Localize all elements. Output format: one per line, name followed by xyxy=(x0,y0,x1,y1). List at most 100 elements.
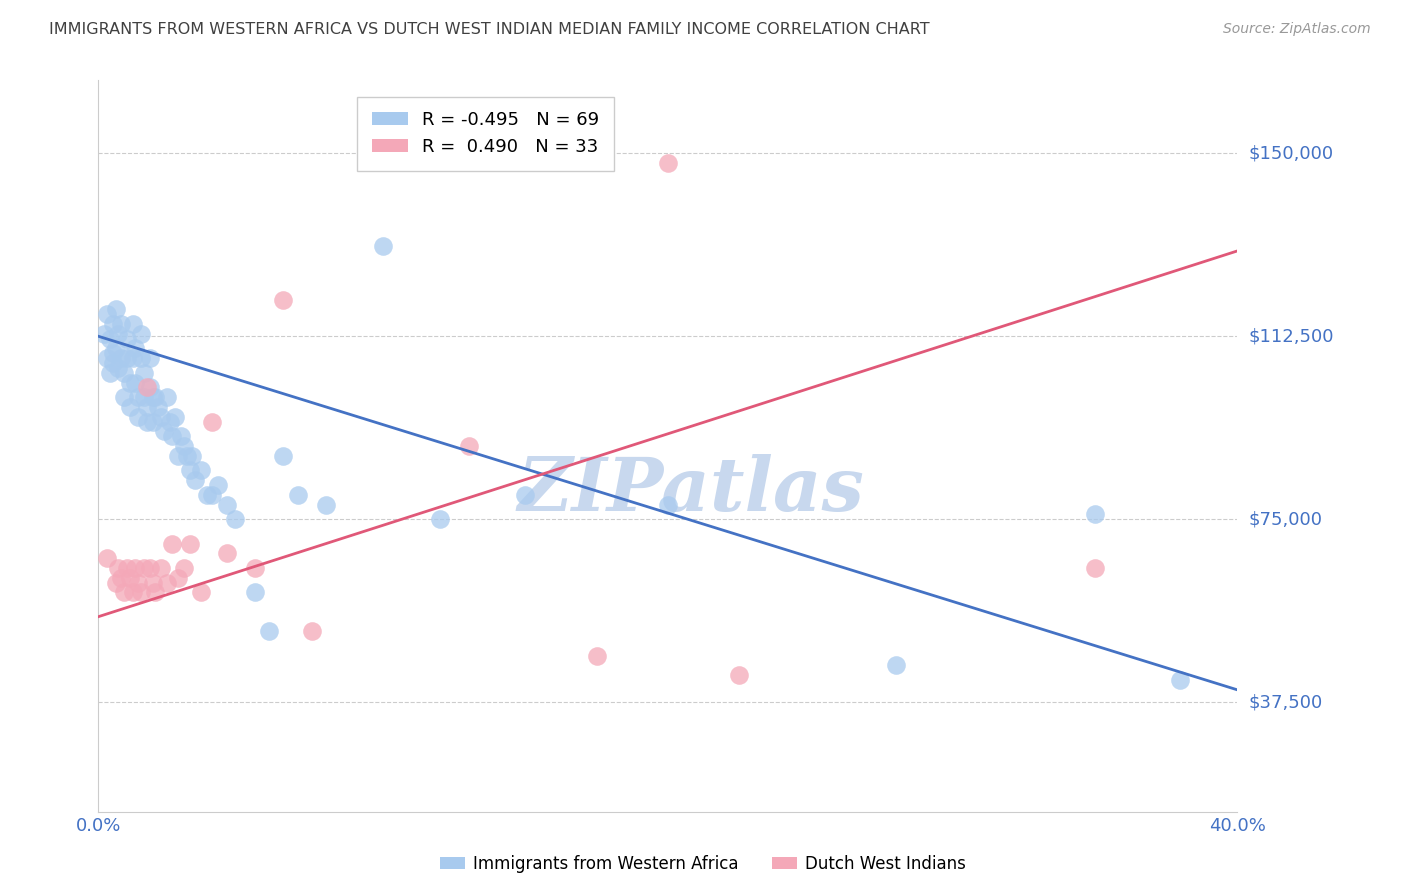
Point xyxy=(657,156,679,170)
Point xyxy=(138,561,160,575)
Point xyxy=(112,390,135,404)
Point xyxy=(98,366,121,380)
Point xyxy=(884,658,907,673)
Point xyxy=(181,449,204,463)
Point xyxy=(129,585,152,599)
Point xyxy=(101,317,124,331)
Point xyxy=(101,346,124,360)
Point xyxy=(127,390,149,404)
Point xyxy=(141,390,163,404)
Point xyxy=(135,400,157,414)
Point xyxy=(173,561,195,575)
Point xyxy=(129,351,152,366)
Point xyxy=(141,575,163,590)
Point xyxy=(170,429,193,443)
Point xyxy=(287,488,309,502)
Point xyxy=(115,351,138,366)
Point xyxy=(127,409,149,424)
Point xyxy=(124,376,146,390)
Point xyxy=(124,342,146,356)
Legend: R = -0.495   N = 69, R =  0.490   N = 33: R = -0.495 N = 69, R = 0.490 N = 33 xyxy=(357,96,614,170)
Point xyxy=(107,561,129,575)
Text: $75,000: $75,000 xyxy=(1249,510,1323,528)
Point xyxy=(104,342,127,356)
Point xyxy=(104,575,127,590)
Point xyxy=(153,425,176,439)
Point xyxy=(110,571,132,585)
Point xyxy=(201,488,224,502)
Point xyxy=(159,415,181,429)
Point xyxy=(1170,673,1192,687)
Point xyxy=(107,361,129,376)
Point xyxy=(215,546,238,560)
Text: Source: ZipAtlas.com: Source: ZipAtlas.com xyxy=(1223,22,1371,37)
Point xyxy=(145,390,167,404)
Point xyxy=(273,293,295,307)
Point xyxy=(150,561,173,575)
Text: $112,500: $112,500 xyxy=(1249,327,1334,345)
Point xyxy=(138,351,160,366)
Point xyxy=(215,498,238,512)
Point xyxy=(728,668,751,682)
Point xyxy=(135,415,157,429)
Point xyxy=(1084,508,1107,522)
Point xyxy=(207,478,229,492)
Legend: Immigrants from Western Africa, Dutch West Indians: Immigrants from Western Africa, Dutch We… xyxy=(433,848,973,880)
Point xyxy=(135,380,157,394)
Point xyxy=(129,326,152,341)
Text: IMMIGRANTS FROM WESTERN AFRICA VS DUTCH WEST INDIAN MEDIAN FAMILY INCOME CORRELA: IMMIGRANTS FROM WESTERN AFRICA VS DUTCH … xyxy=(49,22,929,37)
Point xyxy=(150,409,173,424)
Point xyxy=(243,585,266,599)
Point xyxy=(201,415,224,429)
Point xyxy=(132,390,155,404)
Point xyxy=(115,561,138,575)
Point xyxy=(156,390,179,404)
Point xyxy=(104,302,127,317)
Point xyxy=(162,536,184,550)
Point xyxy=(121,585,143,599)
Point xyxy=(93,326,115,341)
Point xyxy=(176,449,198,463)
Point xyxy=(96,307,118,321)
Point xyxy=(373,239,395,253)
Point xyxy=(515,488,537,502)
Point xyxy=(243,561,266,575)
Point xyxy=(127,575,149,590)
Point xyxy=(124,561,146,575)
Point xyxy=(110,317,132,331)
Text: ZIPatlas: ZIPatlas xyxy=(517,454,865,526)
Point xyxy=(184,473,207,487)
Point xyxy=(138,380,160,394)
Point xyxy=(118,376,141,390)
Point xyxy=(132,366,155,380)
Point xyxy=(101,356,124,370)
Point xyxy=(121,317,143,331)
Point xyxy=(259,624,281,639)
Point xyxy=(457,439,479,453)
Point xyxy=(657,498,679,512)
Point xyxy=(115,332,138,346)
Point xyxy=(315,498,337,512)
Point xyxy=(145,585,167,599)
Point xyxy=(173,439,195,453)
Point xyxy=(112,366,135,380)
Point xyxy=(224,512,246,526)
Point xyxy=(96,551,118,566)
Point xyxy=(98,332,121,346)
Point xyxy=(112,585,135,599)
Point xyxy=(121,351,143,366)
Point xyxy=(118,400,141,414)
Point xyxy=(190,585,212,599)
Point xyxy=(585,648,607,663)
Point xyxy=(141,415,163,429)
Point xyxy=(148,400,170,414)
Point xyxy=(179,536,201,550)
Point xyxy=(156,575,179,590)
Point xyxy=(190,463,212,477)
Text: $150,000: $150,000 xyxy=(1249,145,1333,162)
Point xyxy=(195,488,218,502)
Text: $37,500: $37,500 xyxy=(1249,693,1323,711)
Point xyxy=(162,429,184,443)
Point xyxy=(167,571,190,585)
Point xyxy=(132,561,155,575)
